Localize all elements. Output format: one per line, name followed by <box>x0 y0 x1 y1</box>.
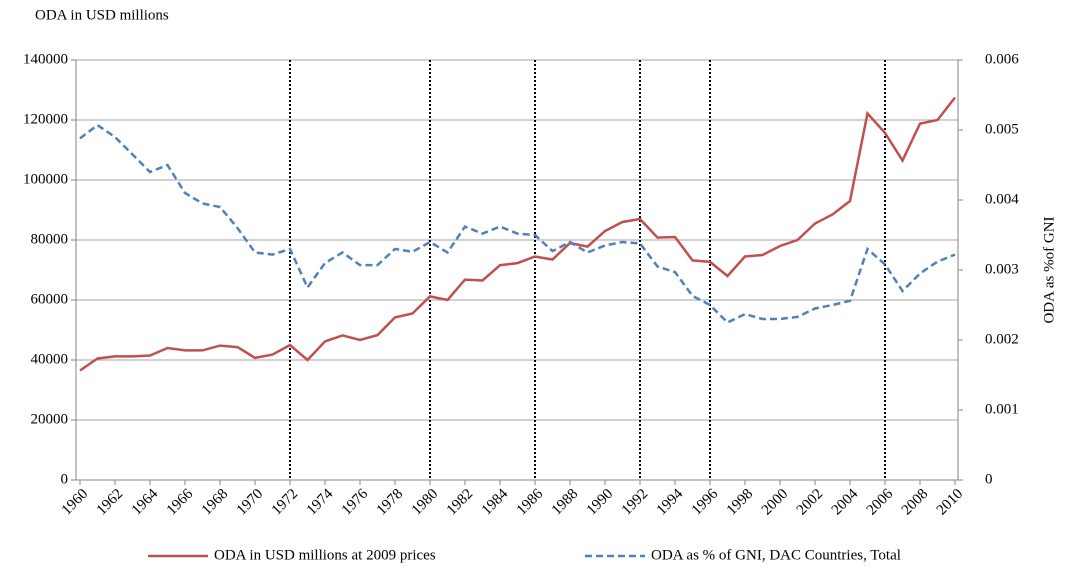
x-tick-label: 1984 <box>479 486 512 519</box>
x-tick-label: 2004 <box>829 486 862 519</box>
y-tick-label: 20000 <box>31 411 69 427</box>
x-tick-label: 1974 <box>304 486 337 519</box>
x-tick-label: 2010 <box>934 486 967 519</box>
x-tick-label: 1978 <box>374 486 407 519</box>
x-tick-label: 1964 <box>129 486 162 519</box>
chart-title: ODA in USD millions <box>35 7 169 23</box>
x-tick-label: 1972 <box>269 486 302 519</box>
x-tick-label: 2006 <box>864 486 897 519</box>
x-tick-label: 1980 <box>409 486 442 519</box>
y-tick-label: 0 <box>61 471 69 487</box>
y2-tick-label: 0.006 <box>985 51 1019 67</box>
y-tick-label: 100000 <box>23 171 68 187</box>
y2-tick-label: 0.004 <box>985 191 1019 207</box>
x-tick-label: 1966 <box>164 486 197 519</box>
x-tick-label: 1968 <box>199 486 232 519</box>
legend-label: ODA as % of GNI, DAC Countries, Total <box>651 547 901 563</box>
x-tick-label: 1990 <box>584 486 617 519</box>
y-tick-label: 60000 <box>31 291 69 307</box>
x-tick-label: 1960 <box>59 486 92 519</box>
x-tick-label: 2002 <box>794 486 827 519</box>
legend-label: ODA in USD millions at 2009 prices <box>214 547 436 563</box>
series-line <box>79 96 956 372</box>
x-tick-label: 1976 <box>339 486 372 519</box>
y-tick-label: 40000 <box>31 351 69 367</box>
series-line <box>79 123 956 325</box>
x-tick-label: 2000 <box>759 486 792 519</box>
y-tick-label: 140000 <box>23 51 68 67</box>
x-tick-label: 1992 <box>619 486 652 519</box>
y2-axis-label: ODA as %of GNI <box>1041 216 1057 323</box>
x-tick-label: 1998 <box>724 486 757 519</box>
y2-tick-label: 0.002 <box>985 331 1019 347</box>
x-tick-label: 1996 <box>689 486 722 519</box>
x-tick-label: 1970 <box>234 486 267 519</box>
x-tick-label: 1994 <box>654 486 687 519</box>
y2-tick-label: 0.001 <box>985 401 1019 417</box>
y2-tick-label: 0.003 <box>985 261 1019 277</box>
y2-tick-label: 0 <box>985 471 993 487</box>
x-tick-label: 1982 <box>444 486 477 519</box>
x-tick-label: 1986 <box>514 486 547 519</box>
x-tick-label: 2008 <box>899 486 932 519</box>
y2-tick-label: 0.005 <box>985 121 1019 137</box>
y-tick-label: 120000 <box>23 111 68 127</box>
x-tick-label: 1962 <box>94 486 127 519</box>
y-tick-label: 80000 <box>31 231 69 247</box>
x-tick-label: 1988 <box>549 486 582 519</box>
